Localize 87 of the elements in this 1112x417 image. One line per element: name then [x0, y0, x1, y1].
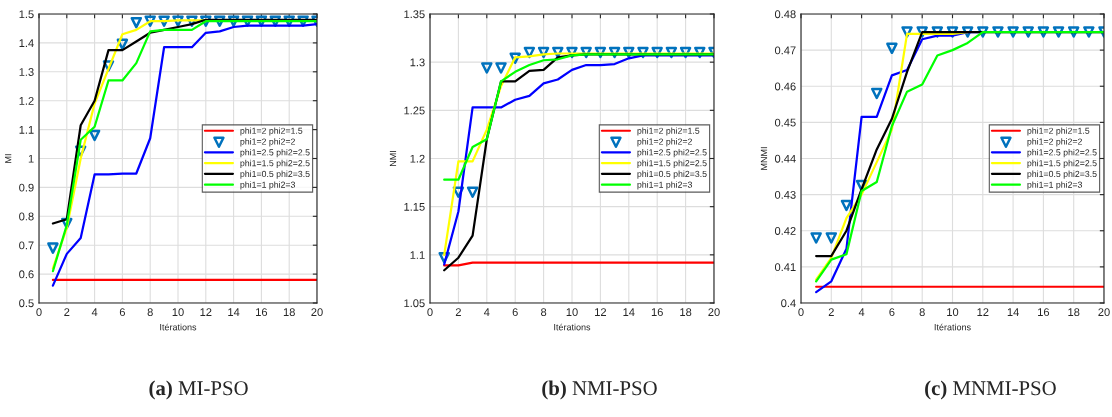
x-tick-label: 12	[595, 308, 607, 316]
legend-label: phi1=2 phi2=1.5	[240, 127, 303, 136]
x-tick-label: 8	[540, 308, 547, 317]
y-tick-label: 0.42	[774, 227, 796, 235]
y-tick-label: 0.5	[19, 299, 34, 308]
y-tick-label: 0.47	[774, 46, 796, 55]
y-tick-label: 0.44	[774, 154, 796, 163]
y-tick-label: 1.2	[19, 96, 34, 105]
legend-label: phi1=2.5 phi2=2.5	[637, 149, 707, 158]
legend-label: phi1=1.5 phi2=2.5	[240, 159, 310, 168]
legend-label: phi1=1 phi2=3	[1027, 181, 1083, 190]
y-tick-label: 1.05	[404, 299, 425, 308]
x-tick-label: 20	[1098, 308, 1110, 317]
y-tick-label: 1.5	[19, 10, 34, 19]
legend-label: phi1=0.5 phi2=3.5	[1027, 170, 1097, 179]
x-tick-label: 4	[858, 308, 865, 316]
x-tick-label: 10	[947, 308, 959, 317]
x-tick-label: 8	[919, 308, 925, 317]
x-tick-label: 14	[1007, 308, 1019, 316]
x-tick-label: 12	[977, 308, 989, 316]
x-tick-label: 16	[1038, 308, 1050, 317]
legend-label: phi1=2.5 phi2=2.5	[240, 149, 310, 158]
x-tick-label: 0	[36, 308, 42, 317]
y-tick-label: 0.6	[19, 270, 34, 279]
x-tick-label: 16	[256, 308, 268, 317]
legend-label: phi1=1 phi2=3	[637, 181, 693, 190]
x-tick-label: 10	[172, 308, 184, 317]
y-axis-title: MNMI	[760, 147, 768, 170]
y-tick-label: 0.9	[19, 183, 34, 192]
x-tick-label: 4	[91, 308, 98, 316]
x-tick-label: 18	[680, 308, 692, 317]
x-tick-label: 14	[623, 308, 635, 316]
y-tick-label: 0.4	[781, 299, 796, 308]
legend-label: phi1=2 phi2=2	[637, 138, 692, 147]
legend-label: phi1=0.5 phi2=3.5	[637, 170, 707, 179]
x-tick-label: 14	[228, 308, 240, 316]
legend-label: phi1=2 phi2=1.5	[1027, 127, 1090, 136]
x-tick-label: 20	[311, 308, 323, 317]
legend-label: phi1=1 phi2=3	[240, 181, 296, 190]
x-tick-label: 6	[889, 308, 895, 317]
x-axis-title: Itérations	[554, 323, 591, 331]
y-tick-label: 0.46	[774, 82, 796, 91]
x-tick-label: 2	[455, 308, 461, 316]
legend-label: phi1=2 phi2=2	[1027, 138, 1082, 147]
x-tick-label: 6	[512, 308, 518, 317]
x-tick-label: 18	[283, 308, 295, 317]
y-tick-label: 1.3	[19, 68, 34, 76]
x-tick-label: 4	[483, 308, 490, 316]
legend-label: phi1=2.5 phi2=2.5	[1027, 149, 1097, 158]
y-tick-label: 1.15	[404, 203, 425, 211]
y-tick-label: 1.2	[410, 154, 425, 163]
text: (a) MI-PSO	[149, 380, 248, 400]
x-tick-label: 16	[651, 308, 663, 317]
legend-label: phi1=2 phi2=2	[240, 138, 295, 147]
y-tick-label: 0.45	[774, 118, 796, 127]
x-tick-label: 2	[64, 308, 70, 316]
x-tick-label: 2	[828, 308, 834, 316]
y-tick-label: 0.48	[774, 10, 796, 19]
x-axis-title: Itérations	[160, 323, 197, 331]
text: (b) NMI-PSO	[542, 380, 657, 400]
y-tick-label: 1.1	[410, 251, 425, 259]
legend-label: phi1=1.5 phi2=2.5	[1027, 159, 1097, 168]
text: (c) MNMI-PSO	[925, 380, 1056, 400]
x-tick-label: 0	[427, 308, 433, 317]
x-tick-label: 0	[798, 308, 804, 317]
x-tick-label: 10	[566, 308, 578, 317]
x-tick-label: 12	[200, 308, 212, 316]
y-axis-title: MI	[5, 154, 12, 163]
x-tick-label: 20	[708, 308, 720, 317]
y-tick-label: 1	[28, 154, 34, 163]
legend-label: phi1=1.5 phi2=2.5	[637, 159, 707, 168]
y-tick-label: 0.7	[19, 241, 34, 250]
y-tick-label: 1.25	[404, 106, 425, 115]
y-tick-label: 1.35	[404, 10, 425, 19]
y-axis-title: NMI	[389, 151, 397, 167]
y-tick-label: 1.4	[19, 39, 34, 47]
x-tick-label: 8	[147, 308, 153, 317]
y-tick-label: 1.3	[410, 58, 425, 67]
y-tick-label: 0.41	[774, 263, 796, 272]
legend-label: phi1=0.5 phi2=3.5	[240, 170, 310, 179]
x-tick-label: 18	[1068, 308, 1080, 317]
y-tick-label: 0.8	[19, 212, 34, 221]
x-tick-label: 6	[119, 308, 125, 317]
y-tick-label: 0.43	[774, 190, 796, 199]
legend-label: phi1=2 phi2=1.5	[637, 127, 700, 136]
x-axis-title: Itérations	[934, 323, 971, 331]
y-tick-label: 1.1	[19, 125, 34, 134]
